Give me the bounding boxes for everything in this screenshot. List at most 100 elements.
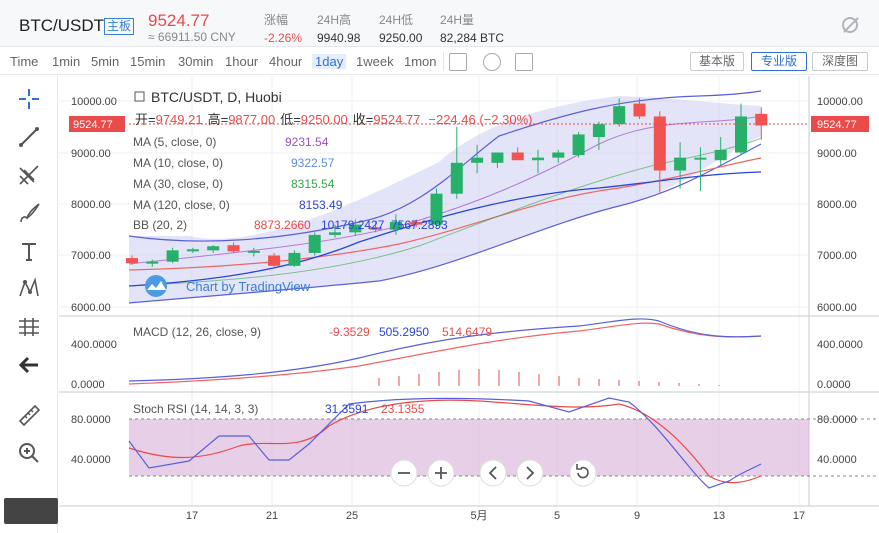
svg-text:17: 17 [793,510,805,522]
candle-body [755,113,768,126]
tf-time[interactable]: Time [10,54,39,69]
collapse-toolbar-button[interactable] [4,498,58,524]
chart-area[interactable]: 10000.00 9000.00 8000.00 7000.00 6000.00 400… [59,76,879,533]
measure-icon[interactable] [16,314,42,340]
timeframe-bar: Time 1min 5min 15min 30min 1hour 4hour 1… [0,48,879,75]
ma30-value: 8315.54 [291,177,335,191]
zoom-in-icon[interactable] [16,440,42,466]
svg-text:10000.00: 10000.00 [71,96,117,108]
fullscreen-icon[interactable] [515,53,533,71]
basic-view-button[interactable]: 基本版 [690,52,744,71]
candle-body [268,255,281,266]
stat-volume: 24H量 82,284 BTC [440,11,504,45]
drawing-toolbar [0,76,58,533]
separator [443,52,444,71]
settings-icon[interactable] [483,53,501,71]
pattern-icon[interactable] [16,276,42,302]
tf-4hour[interactable]: 4hour [269,54,303,69]
tradingview-watermark: Chart by TradingView [145,275,311,297]
candle-body [653,116,666,171]
reset-chart-button[interactable] [569,459,597,487]
stat-label: 24H高 [317,13,352,27]
candle-body [714,149,727,161]
bb-value-3: 7567.2893 [391,218,448,232]
ma120-label: MA (120, close, 0) [133,198,230,212]
stat-change: 涨幅 -2.26% [264,11,302,45]
candle-body [511,152,524,161]
ma120-line [128,171,762,287]
stat-high: 24H高 9940.98 [317,11,360,45]
candle-body [430,193,443,225]
candle-body [450,162,463,194]
collapse-legend-icon[interactable] [134,91,145,102]
svg-text:8000.00: 8000.00 [71,199,111,211]
pitchfork-icon[interactable] [16,162,42,188]
price-axis: 10000.00 9000.00 8000.00 7000.00 6000.00 400… [817,96,863,466]
ma5-label: MA (5, close, 0) [133,135,216,149]
header-bar: BTC/USDT 主板 9524.77 ≈ 66911.50 CNY 涨幅 -2.… [0,0,879,47]
candle-body [572,134,585,156]
svg-text:5月: 5月 [470,510,487,522]
svg-text:13: 13 [713,510,725,522]
macd-value-2: 505.2950 [379,325,429,339]
ruler-icon[interactable] [16,402,42,428]
brush-icon[interactable] [16,200,42,226]
stoch-label: Stoch RSI (14, 14, 3, 3) [133,402,258,416]
svg-text:Chart by TradingView: Chart by TradingView [186,279,311,294]
candle-body [329,232,341,235]
tf-30min[interactable]: 30min [178,54,214,69]
tf-15min[interactable]: 15min [130,54,166,69]
back-arrow-icon[interactable] [16,352,42,378]
hide-eye-icon[interactable] [842,17,858,33]
text-icon[interactable] [16,238,42,264]
candle-body [349,224,362,233]
stat-value: 9250.00 [379,31,423,45]
pro-view-button[interactable]: 专业版 [751,52,807,71]
candle-body [410,222,423,225]
bb-label: BB (20, 2) [133,218,187,232]
svg-text:21: 21 [266,510,278,522]
candle-body [491,152,504,163]
pair-name: BTC/USDT [19,16,104,35]
crosshair-icon[interactable] [16,86,42,112]
ohlc-line: 开=9749.21 高=9877.00 低=9250.00 收=9524.77 −224… [135,112,532,127]
stat-value: -2.26% [264,31,303,45]
candle-body [146,261,159,264]
tf-1week[interactable]: 1week [356,54,394,69]
macd-label: MACD (12, 26, close, 9) [133,325,261,339]
tf-1mon[interactable]: 1mon [404,54,437,69]
last-price: 9524.77 [148,11,210,30]
svg-text:0.0000: 0.0000 [71,379,105,391]
trendline-icon[interactable] [16,124,42,150]
tf-1min[interactable]: 1min [52,54,81,69]
svg-text:80.0000: 80.0000 [71,414,111,426]
stoch-value-1: 31.3591 [325,402,369,416]
stat-value: 9940.98 [317,31,361,45]
legend-title: BTC/USDT, D, Huobi [151,89,282,105]
board-badge: 主板 [104,18,135,35]
scroll-right-button[interactable] [516,459,544,487]
svg-text:9000.00: 9000.00 [71,148,111,160]
chart-nav-controls [390,459,597,487]
indicator-icon[interactable] [449,53,467,71]
candle-body [247,250,260,253]
left-axis: 10000.00 9000.00 8000.00 7000.00 6000.00 400… [71,96,117,466]
svg-text:0.0000: 0.0000 [817,379,851,391]
svg-text:6000.00: 6000.00 [71,302,111,314]
svg-text:7000.00: 7000.00 [71,250,111,262]
svg-text:9: 9 [634,510,640,522]
tf-1day[interactable]: 1day [312,54,347,69]
tf-5min[interactable]: 5min [91,54,120,69]
time-axis: 17 21 25 5月 5 9 13 17 [186,510,805,522]
ma30-line [128,137,762,287]
right-price-tag: 9524.77 [817,119,857,131]
svg-text:400.0000: 400.0000 [817,339,863,351]
tf-1hour[interactable]: 1hour [225,54,259,69]
svg-text:7000.00: 7000.00 [817,250,857,262]
scroll-left-button[interactable] [479,459,507,487]
cny-price: ≈ 66911.50 CNY [148,30,236,44]
bollinger-bands [128,90,762,304]
depth-view-button[interactable]: 深度图 [812,52,868,71]
bb-value-1: 8873.2660 [254,218,311,232]
ma10-label: MA (10, close, 0) [133,156,223,170]
